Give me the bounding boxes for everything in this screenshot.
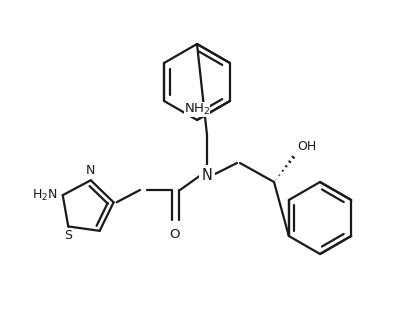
Text: N: N [86, 164, 95, 177]
Text: OH: OH [297, 140, 316, 153]
Text: NH$_2$: NH$_2$ [184, 102, 210, 117]
Text: S: S [64, 230, 72, 242]
Text: H$_2$N: H$_2$N [32, 187, 58, 203]
Text: O: O [170, 228, 180, 241]
Text: N: N [202, 167, 213, 182]
